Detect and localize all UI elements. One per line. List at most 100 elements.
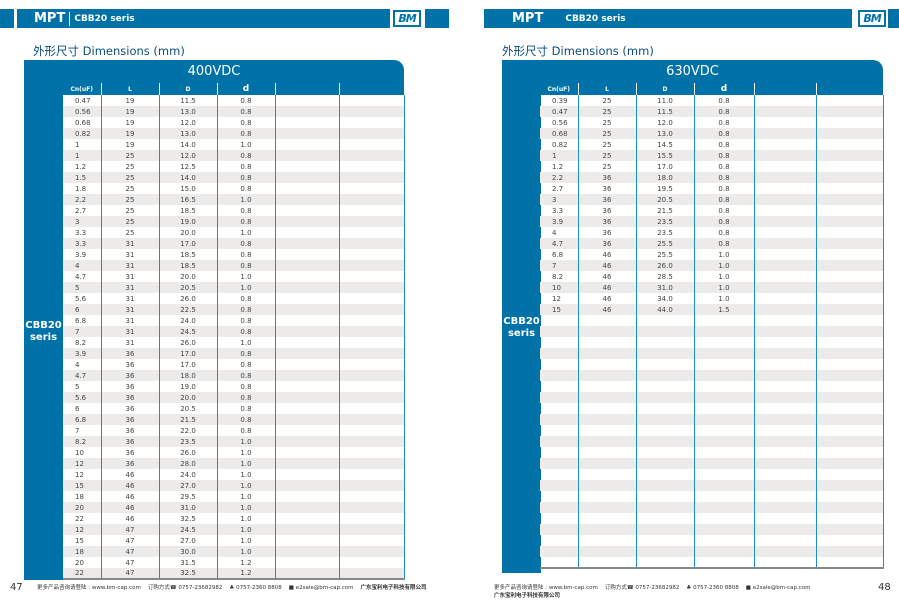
table-cell [275, 502, 340, 513]
table-cell: 6 [63, 304, 102, 315]
table-cell [275, 403, 340, 414]
table-cell [275, 535, 340, 546]
table-cell: 20 [63, 557, 102, 568]
table-cell [754, 425, 817, 436]
table-row: 22 47 32.5 1.2 [63, 568, 405, 580]
table-row: 0.82 19 13.0 0.8 [63, 128, 405, 139]
table-cell [754, 282, 817, 293]
table-cell: 8.2 [63, 436, 102, 447]
table-cell: 0.8 [694, 161, 755, 172]
table-cell: 36 [101, 348, 160, 359]
table-cell [636, 513, 695, 524]
footer-fax: ♣ 0757-2360 8808 [229, 585, 282, 591]
table-cell: 7 [63, 326, 102, 337]
table-cell [754, 194, 817, 205]
table-cell: 3 [540, 194, 579, 205]
table-cell: 3.3 [540, 205, 579, 216]
table-cell [339, 315, 405, 326]
table-cell [754, 546, 817, 557]
table-cell: 1.0 [217, 546, 276, 557]
header-title: MPT CBB20 seris [512, 9, 626, 28]
table-cell [578, 546, 637, 557]
table-cell: 19 [101, 128, 160, 139]
table-row: 8.2 46 28.5 1.0 [540, 271, 884, 282]
table-cell [754, 469, 817, 480]
table-cell: 1 [540, 150, 579, 161]
table-cell: 31 [101, 315, 160, 326]
table-cell: 17.0 [159, 359, 218, 370]
footer-phone: 订购方式☎ 0757-23682982 [604, 585, 680, 591]
table-cell [339, 535, 405, 546]
table-cell: 36 [101, 425, 160, 436]
table-cell [816, 458, 884, 469]
table-row: 3.3 36 21.5 0.8 [540, 205, 884, 216]
table-cell: 19 [101, 139, 160, 150]
table-cell [339, 524, 405, 535]
table-cell [816, 249, 884, 260]
table-cell: 18.0 [636, 172, 695, 183]
table-cell: 34.0 [636, 293, 695, 304]
table-cell [275, 315, 340, 326]
table-row [540, 337, 884, 348]
table-cell: 5 [63, 381, 102, 392]
column-header [339, 83, 405, 95]
table-cell [816, 524, 884, 535]
brand: MPT [512, 10, 544, 26]
table-cell: 31.0 [636, 282, 695, 293]
table-cell [578, 370, 637, 381]
table-cell: 31.5 [159, 557, 218, 568]
table-cell [339, 458, 405, 469]
table-cell: 1.0 [217, 491, 276, 502]
table-cell [578, 436, 637, 447]
table-cell [275, 271, 340, 282]
table-cell: 0.8 [694, 150, 755, 161]
table-cell [694, 535, 755, 546]
table-cell [275, 304, 340, 315]
table-cell: 0.82 [540, 139, 579, 150]
table-cell: 3.3 [63, 238, 102, 249]
table-cell: 0.47 [540, 106, 579, 117]
table-cell: 0.8 [694, 95, 755, 106]
table-cell: 1.2 [540, 161, 579, 172]
table-cell: 1.0 [217, 513, 276, 524]
table-cell: 25 [578, 95, 637, 106]
table-row: 15 46 27.0 1.0 [63, 480, 405, 491]
table-cell [275, 183, 340, 194]
table-cell: 36 [101, 381, 160, 392]
table-cell: 20.0 [159, 271, 218, 282]
table-cell [754, 271, 817, 282]
table-cell: 0.8 [217, 205, 276, 216]
table-cell [754, 458, 817, 469]
brand: MPT [34, 11, 71, 26]
table-row: 8.2 31 26.0 1.0 [63, 337, 405, 348]
table-cell: 24.5 [159, 524, 218, 535]
table-cell [339, 227, 405, 238]
table-cell [275, 172, 340, 183]
table-cell: 0.8 [694, 205, 755, 216]
table-row: 4 36 23.5 0.8 [540, 227, 884, 238]
table-cell: 2.2 [540, 172, 579, 183]
table-cell [578, 315, 637, 326]
table-cell: 20.0 [159, 227, 218, 238]
table-cell [694, 436, 755, 447]
table-cell [339, 150, 405, 161]
table-cell: 36 [578, 183, 637, 194]
table-cell [636, 535, 695, 546]
table-cell [275, 238, 340, 249]
table-cell: 1.0 [694, 249, 755, 260]
table-cell [636, 469, 695, 480]
table-cell: 0.8 [694, 216, 755, 227]
table-cell: 24.5 [159, 326, 218, 337]
table-cell [754, 161, 817, 172]
table-cell: 1.2 [217, 568, 276, 580]
table-cell: 21.5 [636, 205, 695, 216]
table-cell [754, 480, 817, 491]
table-cell [339, 546, 405, 557]
table-cell: 24.0 [159, 469, 218, 480]
table-cell: 12.0 [159, 150, 218, 161]
table-cell [275, 392, 340, 403]
table-cell [816, 183, 884, 194]
table-cell: 0.56 [540, 117, 579, 128]
table-cell: 19.5 [636, 183, 695, 194]
table-cell: 31 [101, 249, 160, 260]
